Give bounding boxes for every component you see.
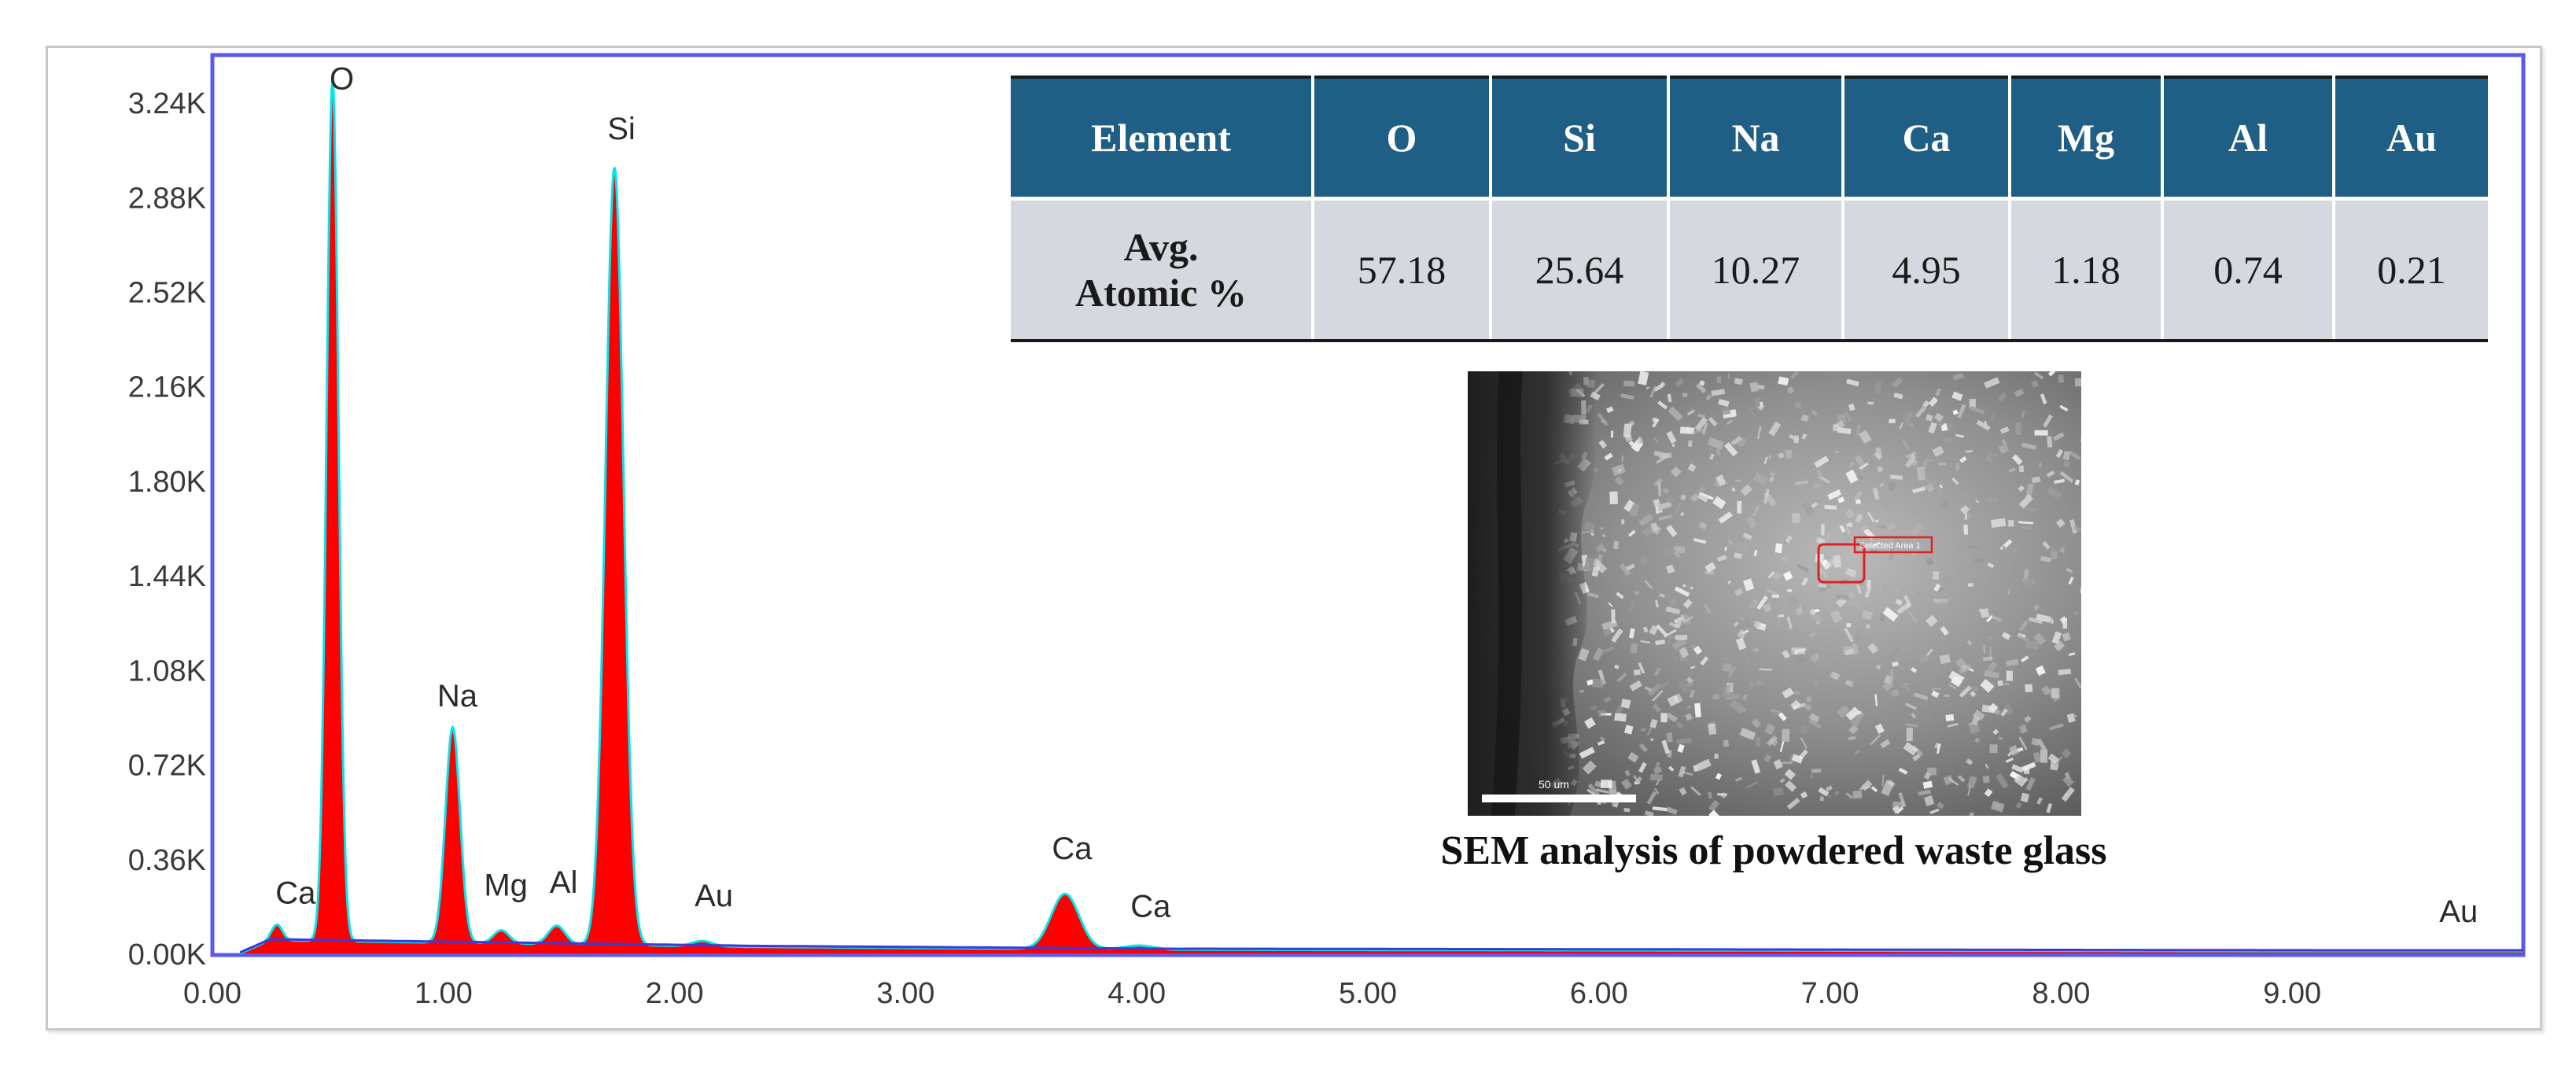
value-o: 57.18 <box>1313 197 1492 342</box>
y-tick-label: 0.00K <box>128 938 206 972</box>
x-tick-label: 7.00 <box>1801 977 1859 1010</box>
header-element: Element <box>1011 76 1314 199</box>
header-o: O <box>1313 76 1492 199</box>
scale-bar <box>1482 795 1636 802</box>
peak-label-ca: Ca <box>275 876 316 911</box>
header-si: Si <box>1491 76 1670 199</box>
table-header-row: Element O Si Na Ca Mg Al Au <box>1011 76 2488 199</box>
y-tick-label: 0.36K <box>128 844 206 877</box>
x-tick-label: 0.00 <box>183 977 241 1010</box>
header-au: Au <box>2334 76 2488 199</box>
x-tick-label: 9.00 <box>2263 977 2321 1010</box>
peak-label-ca: Ca <box>1052 831 1093 866</box>
y-tick-label: 3.24K <box>128 87 206 120</box>
x-tick-label: 5.00 <box>1339 977 1397 1010</box>
peak-label-al: Al <box>550 865 578 900</box>
selected-area-label: Selected Area 1 <box>1859 541 1921 551</box>
table-row: Avg. Atomic % 57.18 25.64 10.27 4.95 1.18… <box>1011 197 2488 342</box>
selected-area-box <box>1817 543 1866 584</box>
value-al: 0.74 <box>2162 197 2335 342</box>
plot-area-border <box>210 53 2526 957</box>
sem-micrograph-graphic: Selected Area 1 50 um <box>1468 371 2081 816</box>
x-tick-label: 3.00 <box>876 977 934 1010</box>
header-al: Al <box>2162 76 2335 199</box>
row-label-line2: Atomic % <box>1075 271 1247 315</box>
y-tick-label: 2.16K <box>128 371 206 404</box>
x-tick-label: 6.00 <box>1570 977 1628 1010</box>
peak-label-mg: Mg <box>484 868 528 903</box>
header-mg: Mg <box>2010 76 2164 199</box>
y-tick-label: 1.08K <box>128 654 206 688</box>
value-si: 25.64 <box>1491 197 1670 342</box>
peak-label-ca: Ca <box>1130 889 1171 924</box>
x-tick-label: 2.00 <box>646 977 704 1010</box>
peak-label-au: Au <box>2439 894 2478 929</box>
peak-label-si: Si <box>607 112 636 146</box>
scale-bar-label: 50 um <box>1539 778 1569 791</box>
y-tick-label: 0.72K <box>128 750 206 783</box>
peak-label-na: Na <box>437 679 478 713</box>
value-mg: 1.18 <box>2010 197 2164 342</box>
row-label-line1: Avg. <box>1123 225 1199 269</box>
peak-label-o: O <box>330 61 354 96</box>
y-tick-label: 2.52K <box>128 277 206 310</box>
x-tick-label: 8.00 <box>2032 977 2090 1010</box>
peak-label-au: Au <box>695 879 733 913</box>
value-ca: 4.95 <box>1843 197 2011 342</box>
value-au: 0.21 <box>2334 197 2488 342</box>
y-tick-label: 1.80K <box>128 466 206 499</box>
header-na: Na <box>1668 76 1844 199</box>
header-ca: Ca <box>1843 76 2011 199</box>
composition-table: Element O Si Na Ca Mg Al Au Avg. Atomic %… <box>1011 76 2488 342</box>
background-trace <box>239 938 2523 954</box>
row-label: Avg. Atomic % <box>1011 197 1314 342</box>
sem-micrograph: Selected Area 1 50 um <box>1468 371 2081 816</box>
y-tick-label: 2.88K <box>128 182 206 215</box>
x-tick-label: 1.00 <box>415 977 473 1010</box>
y-tick-label: 1.44K <box>128 560 206 593</box>
sem-caption: SEM analysis of powdered waste glass <box>1440 828 2107 873</box>
value-na: 10.27 <box>1668 197 1844 342</box>
x-tick-label: 4.00 <box>1107 977 1166 1010</box>
